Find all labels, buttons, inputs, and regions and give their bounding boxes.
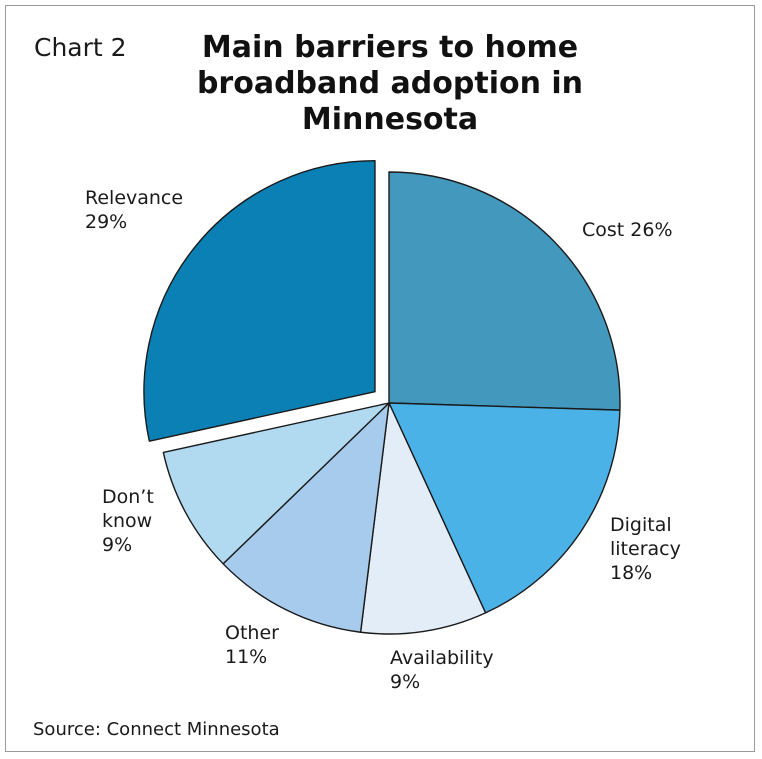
slice-label-other: Other 11% xyxy=(225,622,279,668)
pie-slice-relevance xyxy=(143,160,376,442)
pie-slice-don-t-know xyxy=(162,402,390,565)
pie-slice-other xyxy=(222,402,390,633)
chart-title: Main barriers to home broadband adoption… xyxy=(120,30,660,138)
slice-label-digital-literacy: Digital literacy 18% xyxy=(610,514,681,584)
slice-label-line: Digital xyxy=(610,514,672,536)
slice-label-line: Other xyxy=(225,622,279,644)
slice-label-line: Cost 26% xyxy=(582,219,673,241)
slice-label-cost: Cost 26% xyxy=(582,219,673,241)
pie-slice-availability xyxy=(359,402,487,635)
pie-slice-digital-literacy xyxy=(388,402,621,614)
slice-label-line: 11% xyxy=(225,646,267,668)
chart-title-line-1: Main barriers to home xyxy=(201,30,579,65)
slice-label-line: Relevance xyxy=(85,187,183,209)
slice-label-availability: Availability 9% xyxy=(390,647,494,693)
chart-number-label: Chart 2 xyxy=(34,33,127,62)
slice-label-line: know xyxy=(102,510,152,532)
slice-label-line: 18% xyxy=(610,562,652,584)
slice-label-line: Availability xyxy=(390,647,494,669)
pie-slice-cost xyxy=(388,171,621,411)
slice-label-line: 9% xyxy=(390,671,420,693)
slice-label-line: 9% xyxy=(102,534,132,556)
chart-title-line-2: broadband adoption in Minnesota xyxy=(196,66,584,137)
slice-label-line: 29% xyxy=(85,211,127,233)
slice-label-don-t-know: Don’t know 9% xyxy=(102,486,154,556)
source-note: Source: Connect Minnesota xyxy=(33,719,280,740)
slice-label-relevance: Relevance 29% xyxy=(85,187,183,233)
slice-label-line: Don’t xyxy=(102,486,154,508)
slice-label-line: literacy xyxy=(610,538,681,560)
